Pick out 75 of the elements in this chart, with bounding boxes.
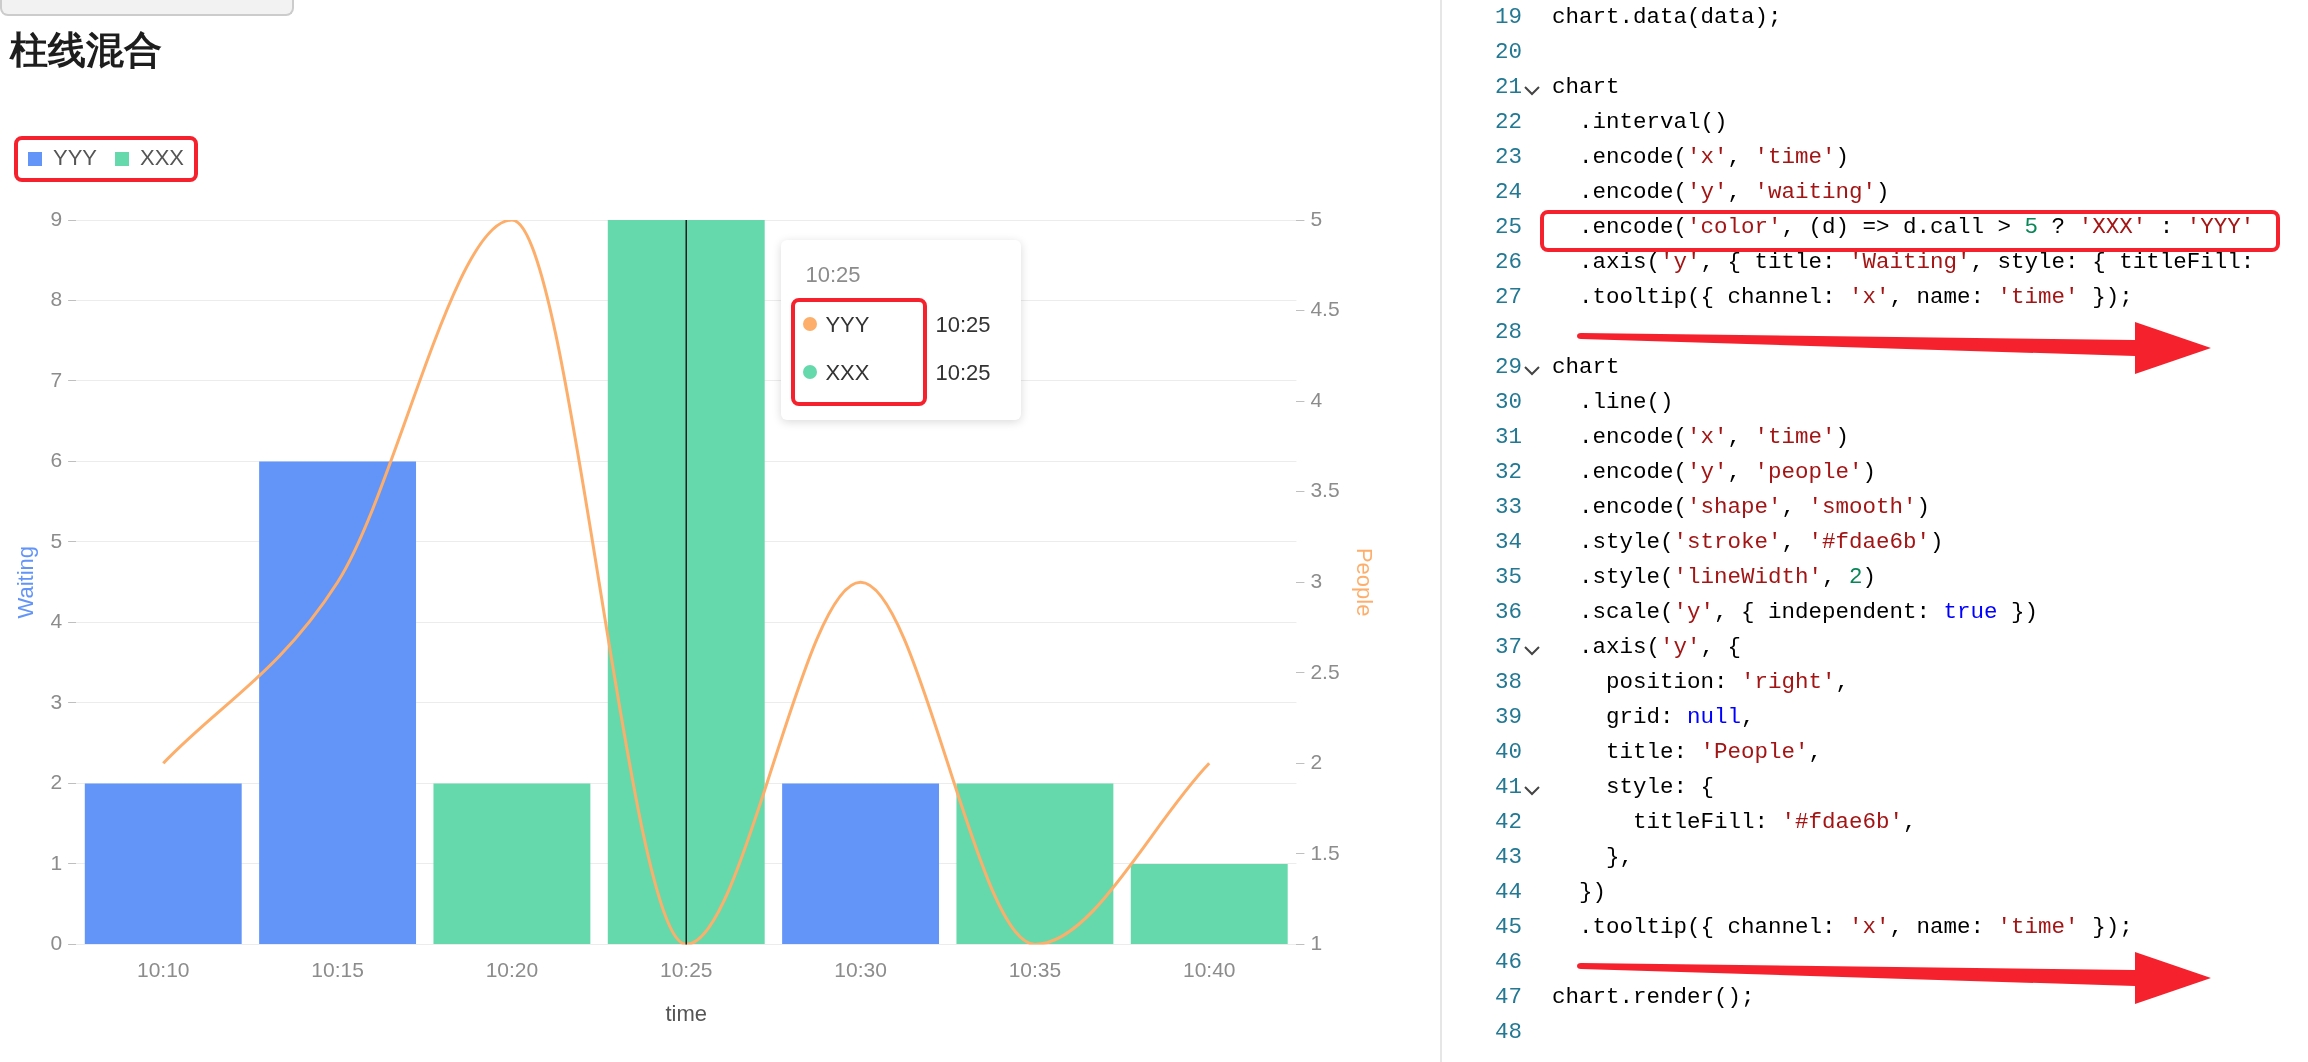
y2-tick-label: 2 — [1310, 750, 1323, 774]
y-tick-label: 9 — [50, 206, 63, 230]
y-tick-label: 3 — [50, 689, 63, 713]
bar — [1130, 863, 1288, 944]
text: 39 grid: null, — [1494, 704, 1755, 730]
x-tick-label: 10:25 — [659, 957, 713, 981]
x-tick-label: 10:30 — [834, 957, 887, 981]
annotation: 10:25 — [935, 312, 991, 338]
text: 23 .encode('x', 'time') — [1494, 144, 1850, 170]
text: 38 position: 'right', — [1494, 669, 1850, 695]
text: 31 .encode('x', 'time') — [1494, 424, 1850, 450]
y-tick-label: 0 — [50, 931, 63, 955]
legend-label: YYY — [53, 145, 98, 171]
x-tick-label: 10:15 — [311, 957, 364, 981]
bar — [782, 783, 940, 944]
y-tick-label: 6 — [50, 448, 63, 472]
x-tick-label: 10:35 — [1008, 957, 1062, 981]
text: 26 .axis('y', { title: 'Waiting', style: { titleFill: — [1494, 249, 2255, 275]
text: 21 chart — [1494, 74, 1620, 100]
y2-tick-label: 1.5 — [1310, 840, 1340, 864]
text: 20 — [1494, 39, 1522, 65]
y2-tick-label: 4.5 — [1310, 297, 1340, 321]
bar — [607, 220, 765, 944]
text: 37 .axis('y', { — [1494, 634, 1742, 660]
text: 29 chart — [1494, 354, 1620, 380]
text: 24 .encode('y', 'waiting') — [1494, 179, 1890, 205]
text: 45 .tooltip({ channel: 'x', name: 'time' }); — [1494, 914, 2133, 940]
y2-tick-label: 1 — [1310, 931, 1323, 955]
y2-tick-label: 2.5 — [1310, 659, 1340, 683]
x-tick-label: 10:20 — [485, 957, 539, 981]
y2-tick-label: 5 — [1310, 206, 1323, 230]
text: 32 .encode('y', 'people') — [1494, 459, 1877, 485]
legend-label: XXX — [140, 145, 185, 171]
y-tick-label: 7 — [50, 367, 63, 391]
text: 47 chart.render(); — [1494, 984, 1755, 1010]
annotation: YYY — [825, 312, 870, 338]
text: 25 .encode('color', (d) => d.call > 5 ? 'XXX' : 'YYY' — [1494, 214, 2255, 240]
bar — [433, 783, 591, 944]
x-tick-label: 10:10 — [136, 957, 190, 981]
annotation: 10:25 — [935, 360, 991, 386]
annotation: XXX — [825, 360, 870, 386]
y-tick-label: 8 — [50, 287, 63, 311]
text: 46 — [1494, 949, 1522, 975]
y-tick-label: 5 — [50, 528, 63, 552]
text: 34 .style('stroke', '#fdae6b') — [1494, 529, 1944, 555]
annotation: 10:25 — [805, 262, 861, 288]
text: 36 .scale('y', { independent: true }) — [1494, 599, 2039, 625]
chart-title: 柱线混合 — [9, 27, 162, 72]
text: 30 .line() — [1494, 389, 1674, 415]
text: 33 .encode('shape', 'smooth') — [1494, 494, 1931, 520]
text: 42 titleFill: '#fdae6b', — [1494, 809, 1917, 835]
y-tick-label: 1 — [50, 850, 63, 874]
y-axis-title: Waiting — [13, 545, 39, 619]
x-tick-label: 10:40 — [1182, 957, 1236, 981]
text: 41 style: { — [1494, 774, 1715, 800]
text: 44 }) — [1494, 879, 1607, 905]
text: 19 chart.data(data); — [1494, 4, 1782, 30]
text: 27 .tooltip({ channel: 'x', name: 'time' }); — [1494, 284, 2133, 310]
y2-tick-label: 4 — [1310, 387, 1323, 411]
text: 35 .style('lineWidth', 2) — [1494, 564, 1877, 590]
text: 40 title: 'People', — [1494, 739, 1823, 765]
y-tick-label: 4 — [50, 609, 63, 633]
bar — [84, 783, 242, 944]
x-axis-title: time — [665, 1000, 708, 1026]
y2-axis-title: People — [1351, 547, 1377, 617]
bar — [956, 783, 1114, 944]
y2-tick-label: 3.5 — [1310, 478, 1340, 502]
text: 28 — [1494, 319, 1522, 345]
y-tick-label: 2 — [50, 770, 63, 794]
y2-tick-label: 3 — [1310, 569, 1323, 592]
bar — [259, 461, 417, 944]
text: 22 .interval() — [1494, 109, 1728, 135]
text: 48 — [1494, 1019, 1522, 1045]
text: 43 }, — [1494, 844, 1634, 870]
line-series — [161, 220, 1211, 945]
